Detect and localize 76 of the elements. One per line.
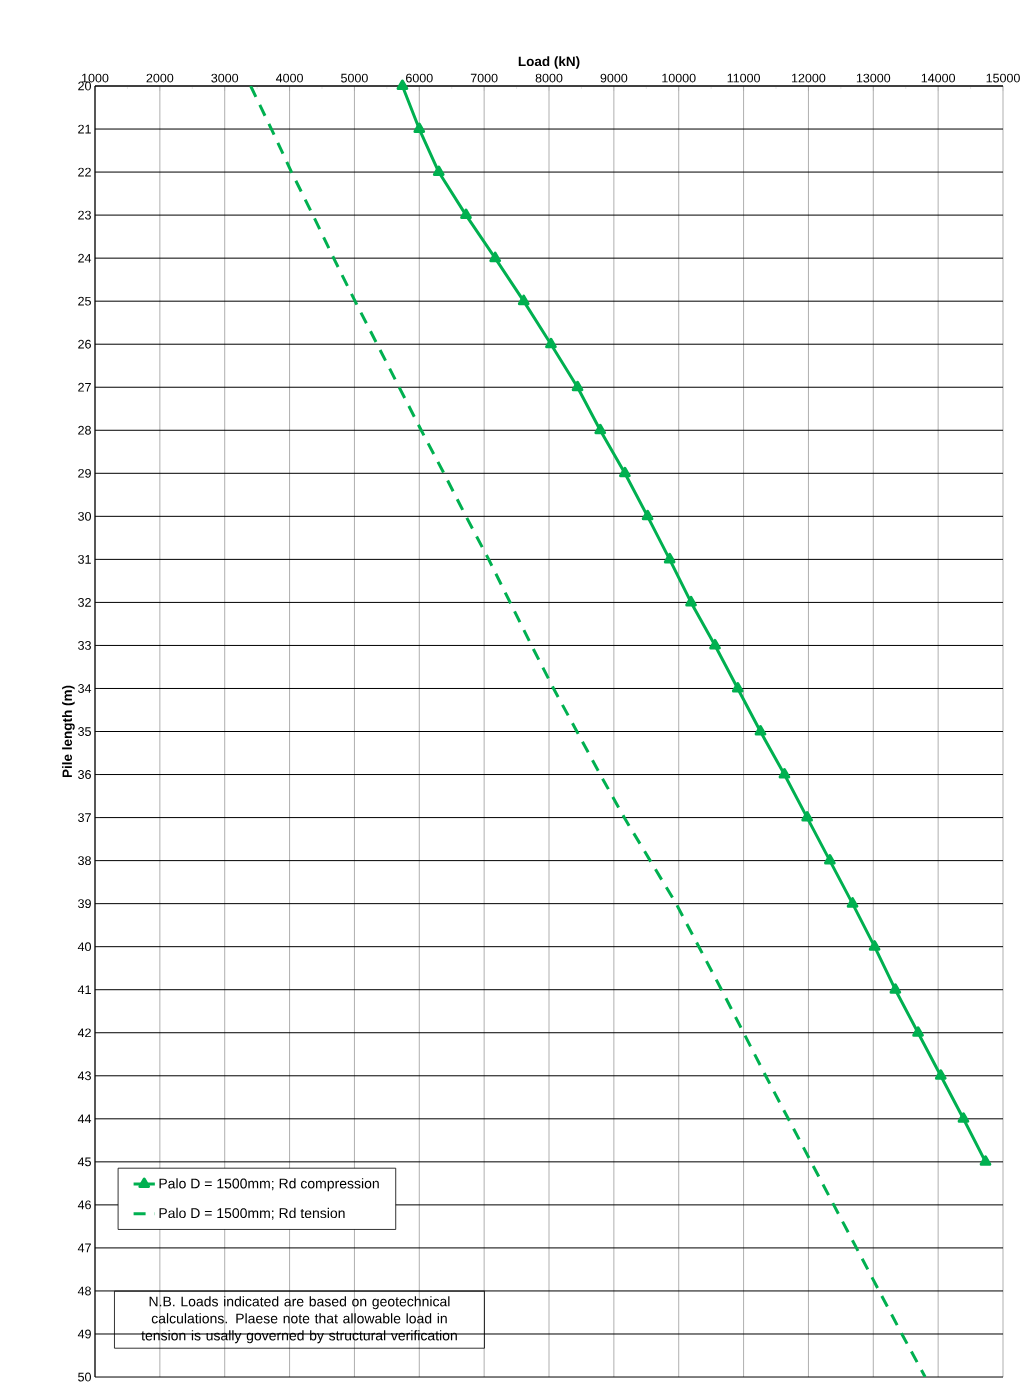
y-tick-label: 39 — [78, 899, 91, 909]
y-tick-label: 33 — [78, 641, 91, 650]
point — [619, 466, 631, 478]
y-tick-label: 45 — [77, 1157, 91, 1167]
y-tick-label: 29 — [78, 468, 91, 478]
x-tick-label: 11000 — [727, 73, 761, 83]
x-tick-label: 6000 — [406, 73, 433, 83]
y-tick-label: 48 — [77, 1286, 91, 1296]
x-tick-label: 13000 — [856, 73, 891, 83]
x-tick-label: 15000 — [986, 73, 1020, 83]
x-tick-label: 10000 — [662, 73, 696, 83]
point — [460, 208, 472, 220]
x-tick-label: 7000 — [470, 73, 498, 83]
legend-label: Palo D = 1500mm; Rd compression — [159, 1178, 379, 1192]
y-tick-label: 46 — [77, 1200, 91, 1210]
y-tick-label: 27 — [78, 382, 91, 392]
y-tick-label: 34 — [78, 684, 92, 693]
point — [413, 122, 426, 134]
y-tick-label: 44 — [77, 1114, 92, 1124]
x-tick-label: 14000 — [921, 73, 956, 83]
y-tick-label: 21 — [78, 124, 91, 134]
x-tick-label: 5000 — [341, 73, 368, 83]
point — [979, 1155, 992, 1166]
point — [912, 1026, 924, 1037]
point — [663, 552, 676, 564]
y-tick-label: 20 — [78, 81, 91, 91]
x-axis-title: Load (kN) — [518, 56, 580, 69]
x-tick-label: 1000 — [82, 73, 109, 83]
y-tick-label: 36 — [78, 770, 91, 779]
x-tick-label: 12000 — [792, 73, 826, 83]
point — [709, 638, 721, 650]
point — [801, 811, 813, 822]
x-tick-label: 3000 — [211, 73, 239, 83]
y-tick-label: 37 — [78, 813, 91, 823]
point — [731, 681, 744, 693]
point — [934, 1069, 947, 1080]
point — [868, 940, 881, 951]
legend-label: Palo D = 1500mm; Rd tension — [159, 1207, 345, 1220]
y-axis-title: Pile length (m) — [62, 685, 75, 778]
y-tick-label: 43 — [77, 1071, 91, 1081]
y-tick-label: 22 — [78, 167, 91, 177]
point — [432, 165, 445, 177]
y-tick-label: 47 — [77, 1243, 91, 1253]
y-tick-label: 24 — [78, 253, 92, 263]
y-tick-label: 30 — [78, 511, 91, 521]
x-tick-label: 8000 — [535, 73, 563, 83]
x-tick-label: 4000 — [275, 73, 303, 83]
annotation: N.B. Loads indicated are based on geotechnical calculations. Plaese note that allowable load in tension is usally governed by structural verification — [141, 1296, 457, 1344]
point — [824, 854, 836, 865]
point — [685, 595, 697, 607]
point — [889, 983, 902, 994]
point — [957, 1112, 970, 1123]
point — [754, 725, 767, 736]
y-tick-label: 38 — [78, 856, 91, 866]
point — [545, 337, 557, 349]
point — [846, 897, 859, 908]
y-tick-label: 41 — [77, 985, 91, 995]
point — [641, 509, 654, 521]
y-tick-label: 50 — [78, 1372, 91, 1382]
y-tick-label: 28 — [78, 425, 91, 435]
y-tick-label: 42 — [77, 1028, 91, 1038]
y-tick-label: 49 — [77, 1329, 91, 1339]
y-tick-label: 32 — [78, 597, 91, 607]
y-tick-label: 40 — [77, 942, 91, 952]
point — [778, 768, 791, 779]
point — [594, 423, 607, 435]
x-tick-label: 2000 — [146, 73, 174, 83]
y-tick-label: 35 — [78, 727, 91, 736]
x-tick-label: 9000 — [600, 73, 628, 83]
point — [571, 380, 584, 392]
y-tick-label: 26 — [78, 339, 91, 349]
point — [489, 251, 501, 263]
point — [517, 294, 530, 306]
y-tick-label: 31 — [78, 554, 91, 564]
y-tick-label: 25 — [78, 296, 91, 306]
y-tick-label: 23 — [78, 210, 91, 220]
